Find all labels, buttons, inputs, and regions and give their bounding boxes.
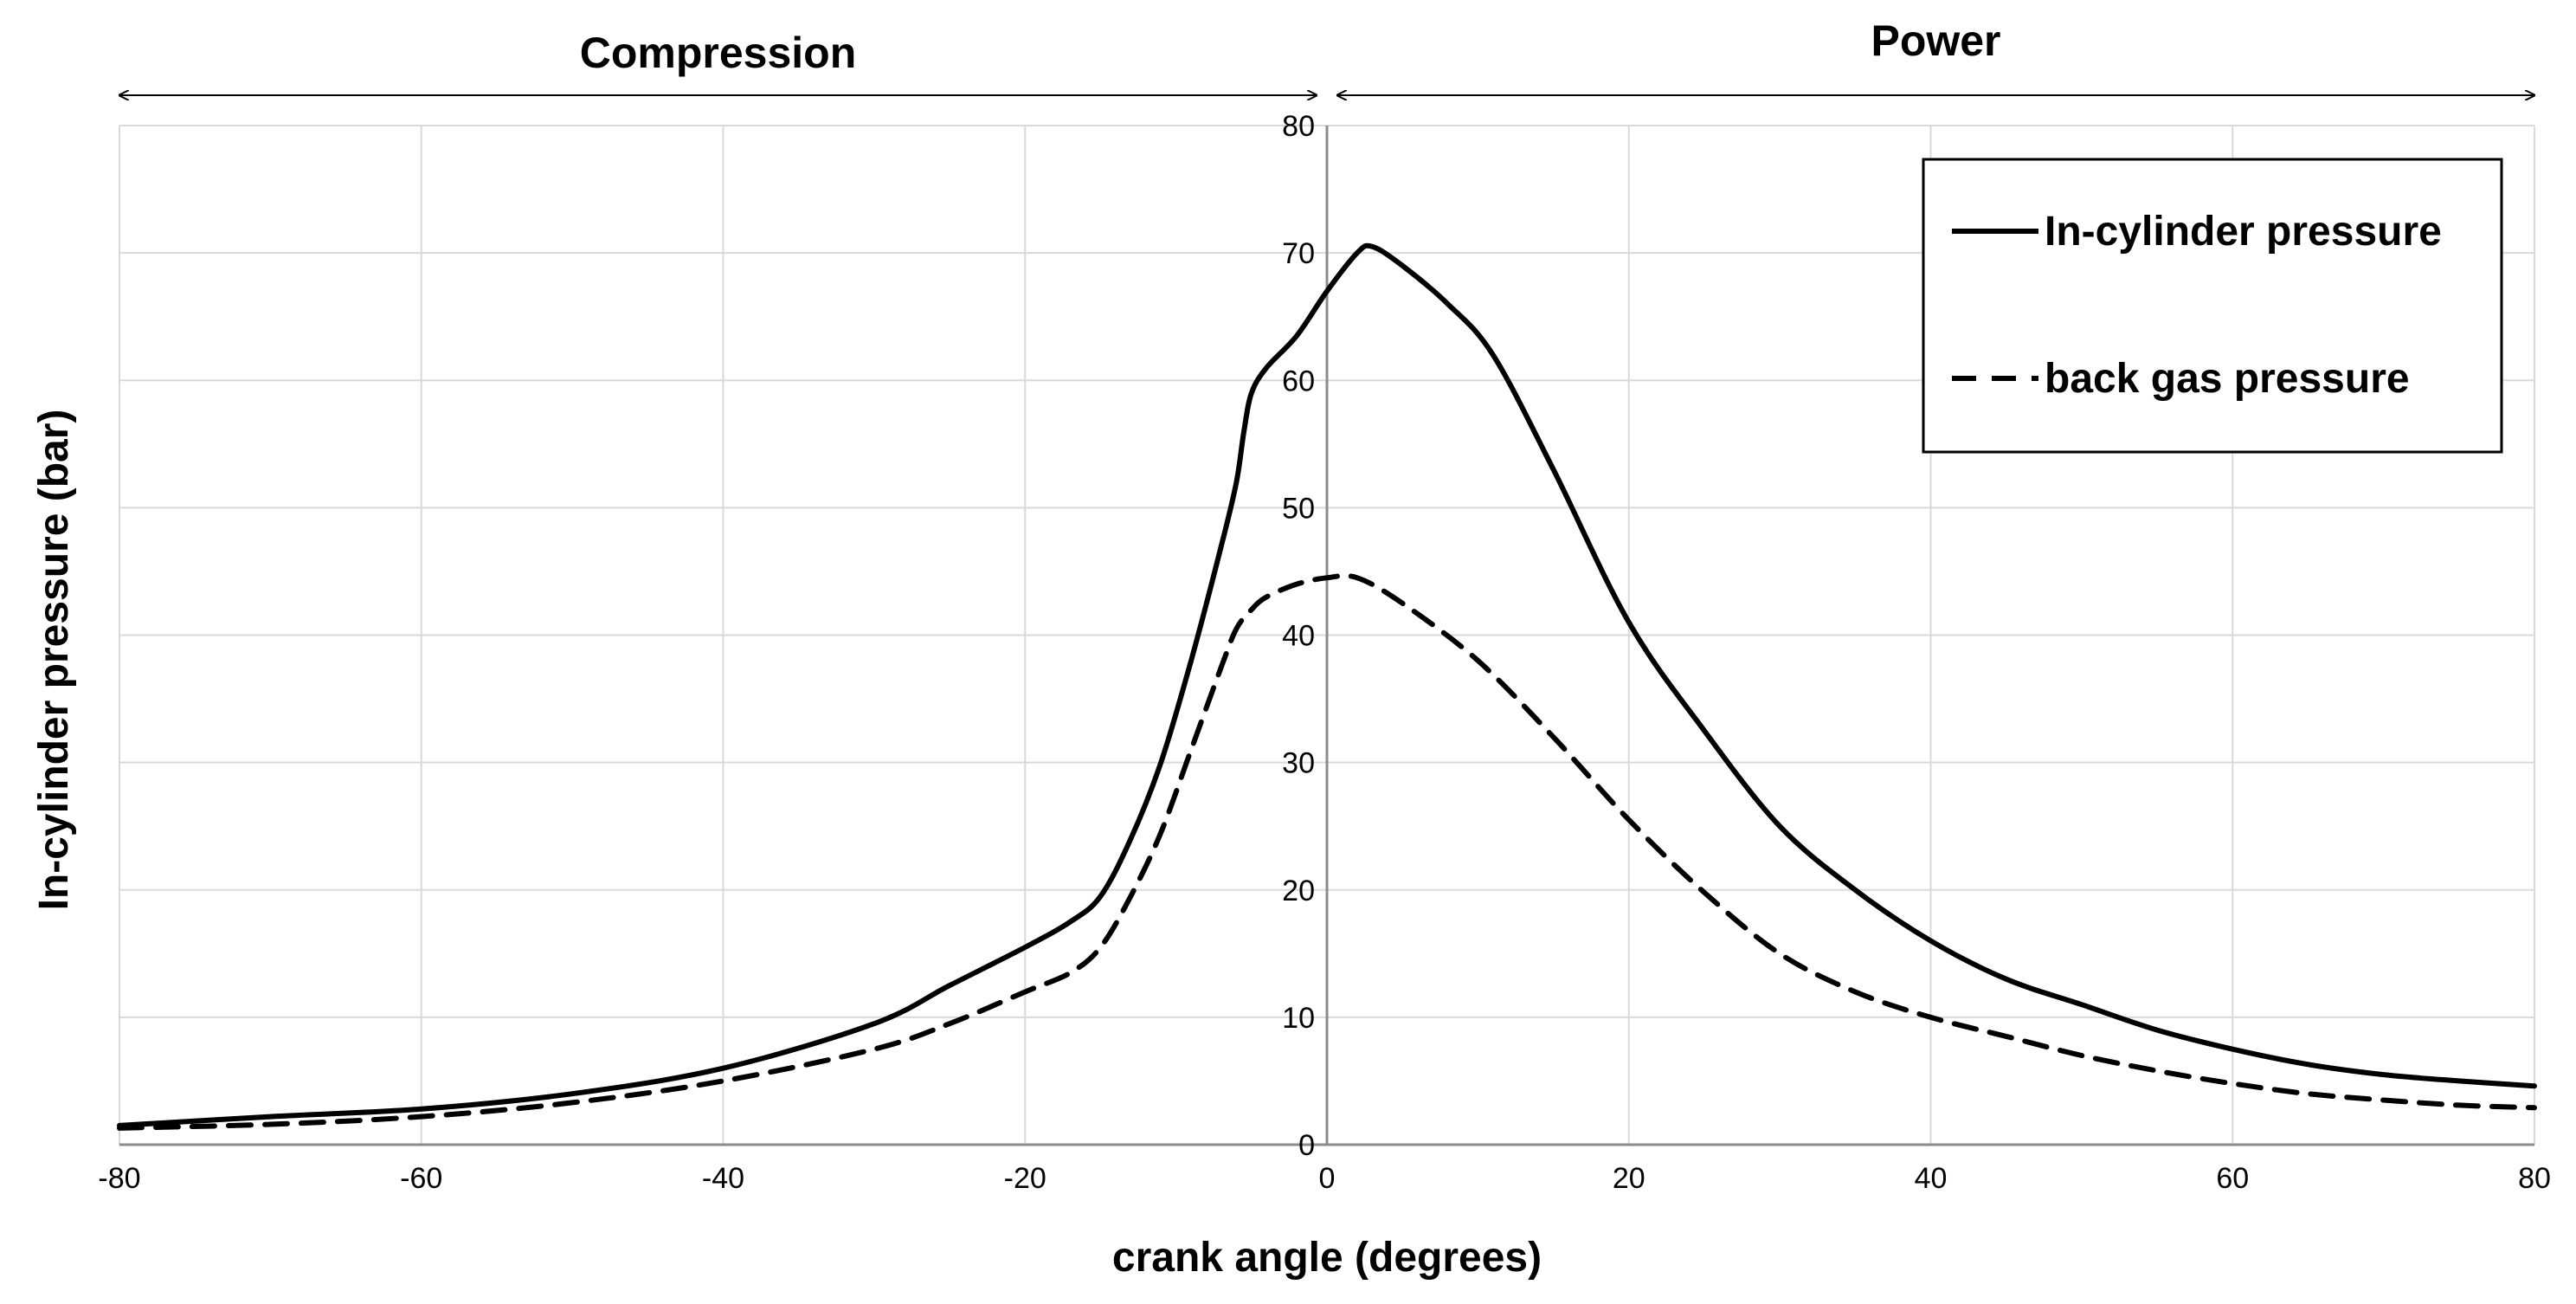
grid-lines xyxy=(119,125,2535,1146)
legend-label-in-cylinder-pressure: In-cylinder pressure xyxy=(2045,209,2442,255)
y-tick-label-60: 60 xyxy=(1282,365,1315,397)
series-line-back-gas-pressure xyxy=(117,572,2537,1131)
legend-box xyxy=(1922,158,2503,454)
y-tick-label-70: 70 xyxy=(1282,237,1315,270)
phase-annotations: Compression Power xyxy=(119,16,2534,95)
phase-label-compression: Compression xyxy=(580,29,857,77)
legend: In-cylinder pressure back gas pressure xyxy=(1922,158,2503,454)
x-tick-label--40: -40 xyxy=(702,1162,744,1195)
y-tick-label-50: 50 xyxy=(1282,492,1315,525)
y-tick-label-30: 30 xyxy=(1282,747,1315,780)
y-tick-label-0: 0 xyxy=(1298,1129,1315,1162)
x-tick-label--20: -20 xyxy=(1004,1162,1046,1195)
x-tick-label--60: -60 xyxy=(400,1162,442,1195)
x-tick-label-0: 0 xyxy=(1319,1162,1336,1195)
y-tick-label-20: 20 xyxy=(1282,875,1315,907)
series-lines xyxy=(117,242,2537,1131)
y-tick-label-40: 40 xyxy=(1282,620,1315,653)
series-line-in-cylinder-pressure xyxy=(117,242,2537,1128)
x-axis-title: crank angle (degrees) xyxy=(1112,1235,1542,1281)
x-tick-label--80: -80 xyxy=(98,1162,140,1195)
legend-label-back-gas-pressure: back gas pressure xyxy=(2045,356,2410,402)
x-tick-label-80: 80 xyxy=(2518,1162,2551,1195)
x-tick-label-20: 20 xyxy=(1613,1162,1645,1195)
tick-labels: -80 -60 -40 -20 0 20 40 60 80 0 10 20 30 40 50 60 70 80 xyxy=(98,110,2550,1195)
y-tick-label-10: 10 xyxy=(1282,1002,1315,1035)
x-tick-label-60: 60 xyxy=(2216,1162,2249,1195)
y-axis-title: In-cylinder pressure (bar) xyxy=(31,410,77,911)
phase-label-power: Power xyxy=(1871,16,2000,65)
x-tick-label-40: 40 xyxy=(1915,1162,1948,1195)
y-tick-label-80: 80 xyxy=(1282,110,1315,143)
